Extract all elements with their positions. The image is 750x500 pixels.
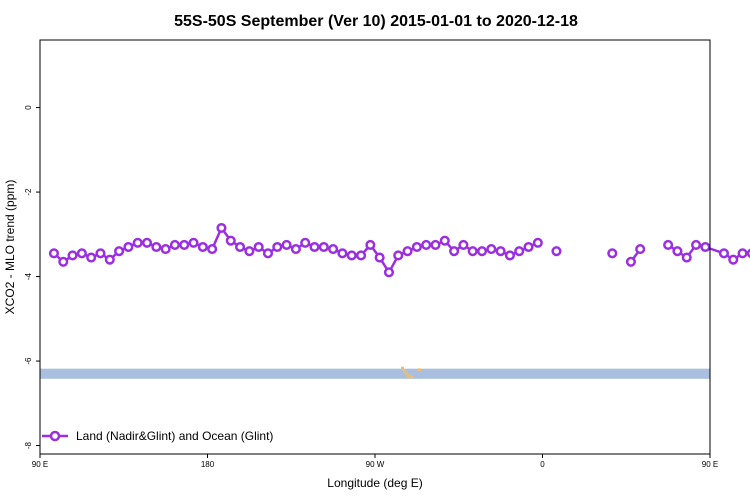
data-point bbox=[281, 239, 292, 250]
x-tick-label: 90 E bbox=[702, 460, 718, 469]
data-point bbox=[328, 244, 339, 255]
x-tick-label: 90 W bbox=[366, 460, 385, 469]
data-point bbox=[169, 239, 180, 250]
data-point bbox=[207, 244, 218, 255]
data-point bbox=[104, 254, 115, 265]
y-axis-label: XCO2 - MLO trend (ppm) bbox=[3, 180, 17, 315]
legend-label: Land (Nadir&Glint) and Ocean (Glint) bbox=[76, 429, 273, 443]
land-mark bbox=[410, 375, 414, 379]
data-point bbox=[262, 248, 274, 259]
data-point bbox=[504, 250, 515, 261]
data-point bbox=[309, 241, 320, 253]
data-point bbox=[495, 246, 506, 257]
data-point bbox=[123, 241, 134, 253]
data-point bbox=[86, 252, 97, 263]
data-point bbox=[476, 246, 488, 257]
y-axis-ticks: 0 -2 -4 -6 -8 bbox=[24, 105, 40, 449]
data-point bbox=[188, 237, 199, 248]
data-point bbox=[523, 241, 534, 253]
data-point bbox=[235, 241, 246, 253]
x-axis-ticks: 90 E 180 90 W 0 90 E bbox=[32, 454, 718, 469]
data-point bbox=[197, 241, 208, 253]
data-point bbox=[690, 239, 702, 250]
data-point bbox=[551, 246, 562, 257]
x-tick-label: 90 E bbox=[32, 460, 48, 469]
data-point bbox=[393, 250, 404, 261]
data-point bbox=[625, 256, 636, 267]
legend: Land (Nadir&Glint) and Ocean (Glint) bbox=[42, 429, 273, 443]
data-point bbox=[430, 239, 441, 250]
land-mark bbox=[402, 369, 406, 373]
data-point bbox=[290, 244, 301, 255]
data-point bbox=[346, 250, 357, 261]
data-point bbox=[160, 244, 171, 255]
y-tick-label: 0 bbox=[24, 105, 33, 110]
data-point bbox=[514, 246, 525, 257]
data-point bbox=[449, 246, 460, 257]
data-point bbox=[58, 256, 69, 267]
y-tick-label: -6 bbox=[24, 357, 33, 365]
y-tick-label: -8 bbox=[24, 441, 33, 449]
data-point bbox=[411, 241, 422, 253]
data-point bbox=[95, 248, 106, 259]
data-point bbox=[272, 241, 283, 253]
data-point bbox=[467, 246, 478, 257]
legend-marker bbox=[49, 430, 61, 442]
data-point bbox=[383, 267, 395, 278]
plot-area bbox=[40, 40, 710, 454]
series-land-ocean bbox=[48, 222, 750, 278]
data-point bbox=[439, 235, 450, 246]
data-point bbox=[114, 246, 125, 257]
data-point bbox=[663, 239, 674, 250]
data-point bbox=[374, 252, 385, 263]
data-point bbox=[486, 244, 497, 255]
data-point bbox=[76, 248, 87, 259]
data-point bbox=[421, 239, 432, 250]
data-point bbox=[681, 252, 692, 263]
y-tick-label: -2 bbox=[24, 188, 33, 196]
data-point bbox=[253, 241, 264, 253]
data-point bbox=[337, 248, 348, 259]
data-point bbox=[635, 244, 646, 255]
x-tick-label: 0 bbox=[540, 460, 545, 469]
data-point bbox=[365, 239, 376, 250]
data-point bbox=[718, 248, 730, 259]
data-point bbox=[48, 248, 60, 259]
land-mark bbox=[401, 366, 405, 370]
plot-frame bbox=[39, 39, 711, 455]
data-point bbox=[458, 239, 469, 250]
land-marks bbox=[401, 366, 421, 379]
data-point bbox=[700, 241, 711, 253]
y-tick-label: -4 bbox=[24, 272, 33, 280]
data-point bbox=[132, 237, 143, 248]
land-mark bbox=[406, 374, 410, 378]
data-point bbox=[179, 239, 190, 250]
x-axis-label: Longitude (deg E) bbox=[327, 476, 422, 490]
data-point bbox=[402, 246, 413, 257]
data-point bbox=[607, 248, 618, 259]
data-point bbox=[300, 237, 311, 248]
data-point bbox=[318, 241, 329, 253]
data-point bbox=[532, 237, 543, 248]
data-point bbox=[672, 246, 683, 257]
land-mark bbox=[404, 371, 408, 375]
data-point bbox=[216, 222, 227, 234]
data-point bbox=[67, 250, 78, 261]
data-point bbox=[141, 237, 153, 248]
x-tick-label: 180 bbox=[201, 460, 215, 469]
land-mark bbox=[417, 368, 421, 372]
data-point bbox=[244, 246, 255, 257]
data-point bbox=[728, 254, 739, 265]
data-point bbox=[225, 235, 236, 246]
data-point bbox=[737, 248, 748, 259]
data-point bbox=[151, 241, 162, 253]
chart-title: 55S-50S September (Ver 10) 2015-01-01 to… bbox=[174, 13, 578, 30]
map-band bbox=[40, 368, 710, 379]
data-point bbox=[355, 250, 367, 261]
